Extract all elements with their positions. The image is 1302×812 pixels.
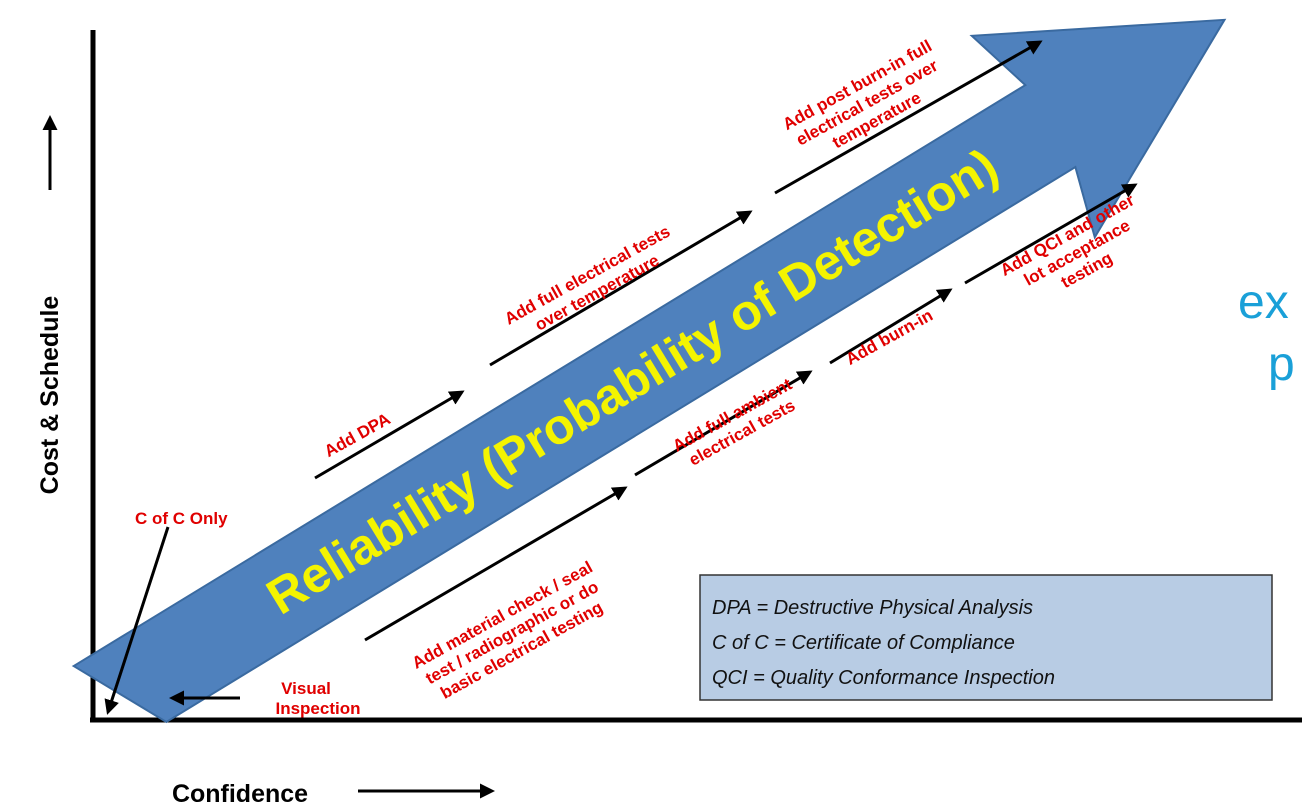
step-label: Add burn-in bbox=[843, 306, 936, 369]
arrow-shape bbox=[71, 18, 1227, 724]
step-arrow bbox=[104, 526, 170, 715]
arrow-label: Reliability (Probability of Detection) bbox=[257, 137, 1007, 625]
step-arrow bbox=[489, 210, 753, 367]
legend-line: DPA = Destructive Physical Analysis bbox=[712, 597, 1033, 619]
step-arrow bbox=[829, 288, 953, 365]
step-label: Add material check / sealtest / radiogra… bbox=[409, 558, 615, 708]
cropped-text: p bbox=[1268, 338, 1295, 391]
step-arrows bbox=[104, 40, 1138, 715]
y-axis-label: Cost & Schedule bbox=[36, 296, 64, 495]
step-label: C of C Only bbox=[135, 509, 228, 528]
step-label: Visual Inspection bbox=[275, 679, 360, 718]
legend-line: QCI = Quality Conformance Inspection bbox=[712, 667, 1055, 689]
cropped-text: ex bbox=[1238, 276, 1289, 329]
legend-box bbox=[699, 574, 1273, 701]
step-arrow bbox=[774, 40, 1043, 195]
x-axis-label: Confidence bbox=[172, 780, 308, 808]
step-arrow bbox=[634, 370, 813, 477]
step-arrow bbox=[964, 183, 1138, 285]
legend-line: C of C = Certificate of Compliance bbox=[712, 632, 1015, 654]
step-arrow bbox=[364, 486, 628, 642]
step-arrow bbox=[314, 390, 465, 480]
step-label: Add QCI and otherlot acceptancetesting bbox=[997, 190, 1157, 315]
